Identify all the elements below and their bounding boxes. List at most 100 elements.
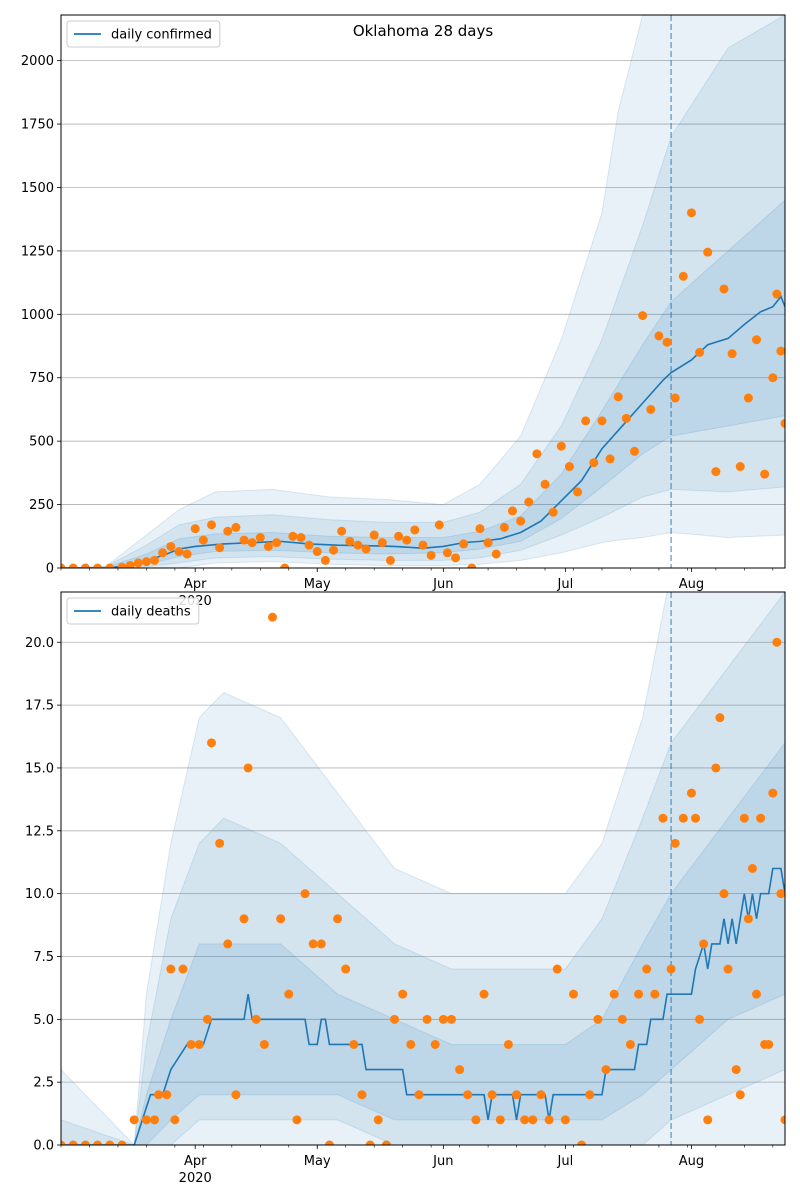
y-tick-label: 250	[29, 498, 54, 513]
observed-point	[430, 1039, 440, 1049]
observed-point	[141, 557, 151, 567]
y-tick-label: 5.0	[33, 1013, 54, 1028]
observed-point	[105, 563, 115, 568]
observed-point	[255, 533, 265, 543]
observed-point	[605, 454, 615, 464]
y-tick-label: 0	[46, 562, 54, 577]
observed-point	[703, 247, 713, 257]
observed-point	[524, 497, 534, 507]
axes-frame	[60, 14, 786, 569]
observed-point	[162, 1090, 172, 1100]
observed-point	[544, 1115, 554, 1125]
observed-point	[621, 413, 631, 423]
observed-point	[780, 1115, 785, 1125]
observed-point	[93, 1140, 103, 1145]
observed-point	[780, 418, 785, 428]
legend: daily deaths	[66, 597, 200, 625]
observed-point	[194, 1039, 204, 1049]
observed-point	[650, 989, 660, 999]
uncertainty-band-middle	[61, 15, 785, 568]
uncertainty-band-inner	[61, 741, 785, 1145]
observed-point	[158, 548, 168, 558]
observed-point	[353, 540, 363, 550]
y-tick-label: 1250	[21, 244, 54, 259]
observed-point	[499, 522, 509, 532]
observed-point	[80, 563, 90, 568]
observed-point	[686, 208, 696, 218]
observed-point	[312, 547, 322, 557]
observed-point	[585, 1090, 595, 1100]
observed-point	[764, 1039, 774, 1049]
observed-point	[735, 462, 745, 472]
observed-point	[768, 788, 778, 798]
observed-point	[471, 1115, 481, 1125]
y-tick-label: 17.5	[25, 699, 54, 714]
observed-point	[133, 558, 143, 568]
observed-point	[446, 1014, 456, 1024]
observed-point	[686, 788, 696, 798]
observed-point	[174, 547, 184, 557]
observed-point	[768, 373, 778, 383]
observed-point	[548, 507, 558, 517]
observed-point	[394, 531, 404, 541]
observed-point	[414, 1090, 424, 1100]
observed-point	[198, 535, 208, 545]
observed-point	[670, 393, 680, 403]
observed-point	[491, 549, 501, 559]
observed-point	[341, 964, 351, 974]
observed-point	[129, 1115, 139, 1125]
observed-point	[699, 939, 709, 949]
observed-point	[731, 1065, 741, 1075]
y-tick-label: 1500	[21, 181, 54, 196]
y-tick-label: 1750	[21, 118, 54, 133]
observed-point	[406, 1039, 416, 1049]
observed-point	[715, 713, 725, 723]
observed-point	[324, 1140, 334, 1145]
y-tick-label: 0.0	[33, 1139, 54, 1154]
observed-point	[479, 989, 489, 999]
observed-point	[487, 1090, 497, 1100]
observed-point	[756, 813, 766, 823]
legend-label: daily deaths	[111, 605, 191, 620]
observed-point	[61, 1140, 66, 1145]
observed-point	[540, 479, 550, 489]
observed-point	[495, 1115, 505, 1125]
observed-point	[556, 441, 566, 451]
observed-point	[373, 1115, 383, 1125]
observed-point	[776, 889, 785, 899]
observed-point	[251, 1014, 261, 1024]
uncertainty-band-middle	[61, 592, 785, 1145]
observed-point	[455, 1065, 465, 1075]
observed-point	[735, 1090, 745, 1100]
deaths-chart: 0.0 2.5 5.0 7.5 10.0 12.5 15.0 17.5 20.0 Apr 2020 M…	[25, 591, 786, 1186]
observed-point	[61, 563, 66, 568]
observed-point	[438, 1014, 448, 1024]
y-tick-label: 500	[29, 435, 54, 450]
observed-point	[166, 964, 176, 974]
observed-point	[80, 1140, 90, 1145]
observed-point	[402, 535, 412, 545]
observed-point	[259, 1039, 269, 1049]
observed-point	[239, 535, 249, 545]
observed-point	[117, 562, 127, 568]
uncertainty-band-outer	[61, 592, 785, 1145]
observed-point	[410, 525, 420, 535]
observed-point	[564, 462, 574, 472]
x-tick-label: Jun	[432, 1154, 453, 1169]
observed-point	[516, 516, 526, 526]
observed-point	[345, 536, 355, 546]
observed-point	[369, 530, 379, 540]
observed-point	[223, 526, 233, 536]
observed-point	[691, 813, 701, 823]
observed-point	[166, 541, 176, 551]
observed-point	[536, 1090, 546, 1100]
observed-point	[206, 520, 216, 530]
observed-point	[68, 1140, 78, 1145]
observed-point	[630, 446, 640, 456]
y-tick-label: 10.0	[25, 887, 54, 902]
observed-point	[654, 331, 664, 341]
observed-point	[776, 346, 785, 356]
y-tick-label: 2000	[21, 54, 54, 69]
observed-point	[695, 1014, 705, 1024]
